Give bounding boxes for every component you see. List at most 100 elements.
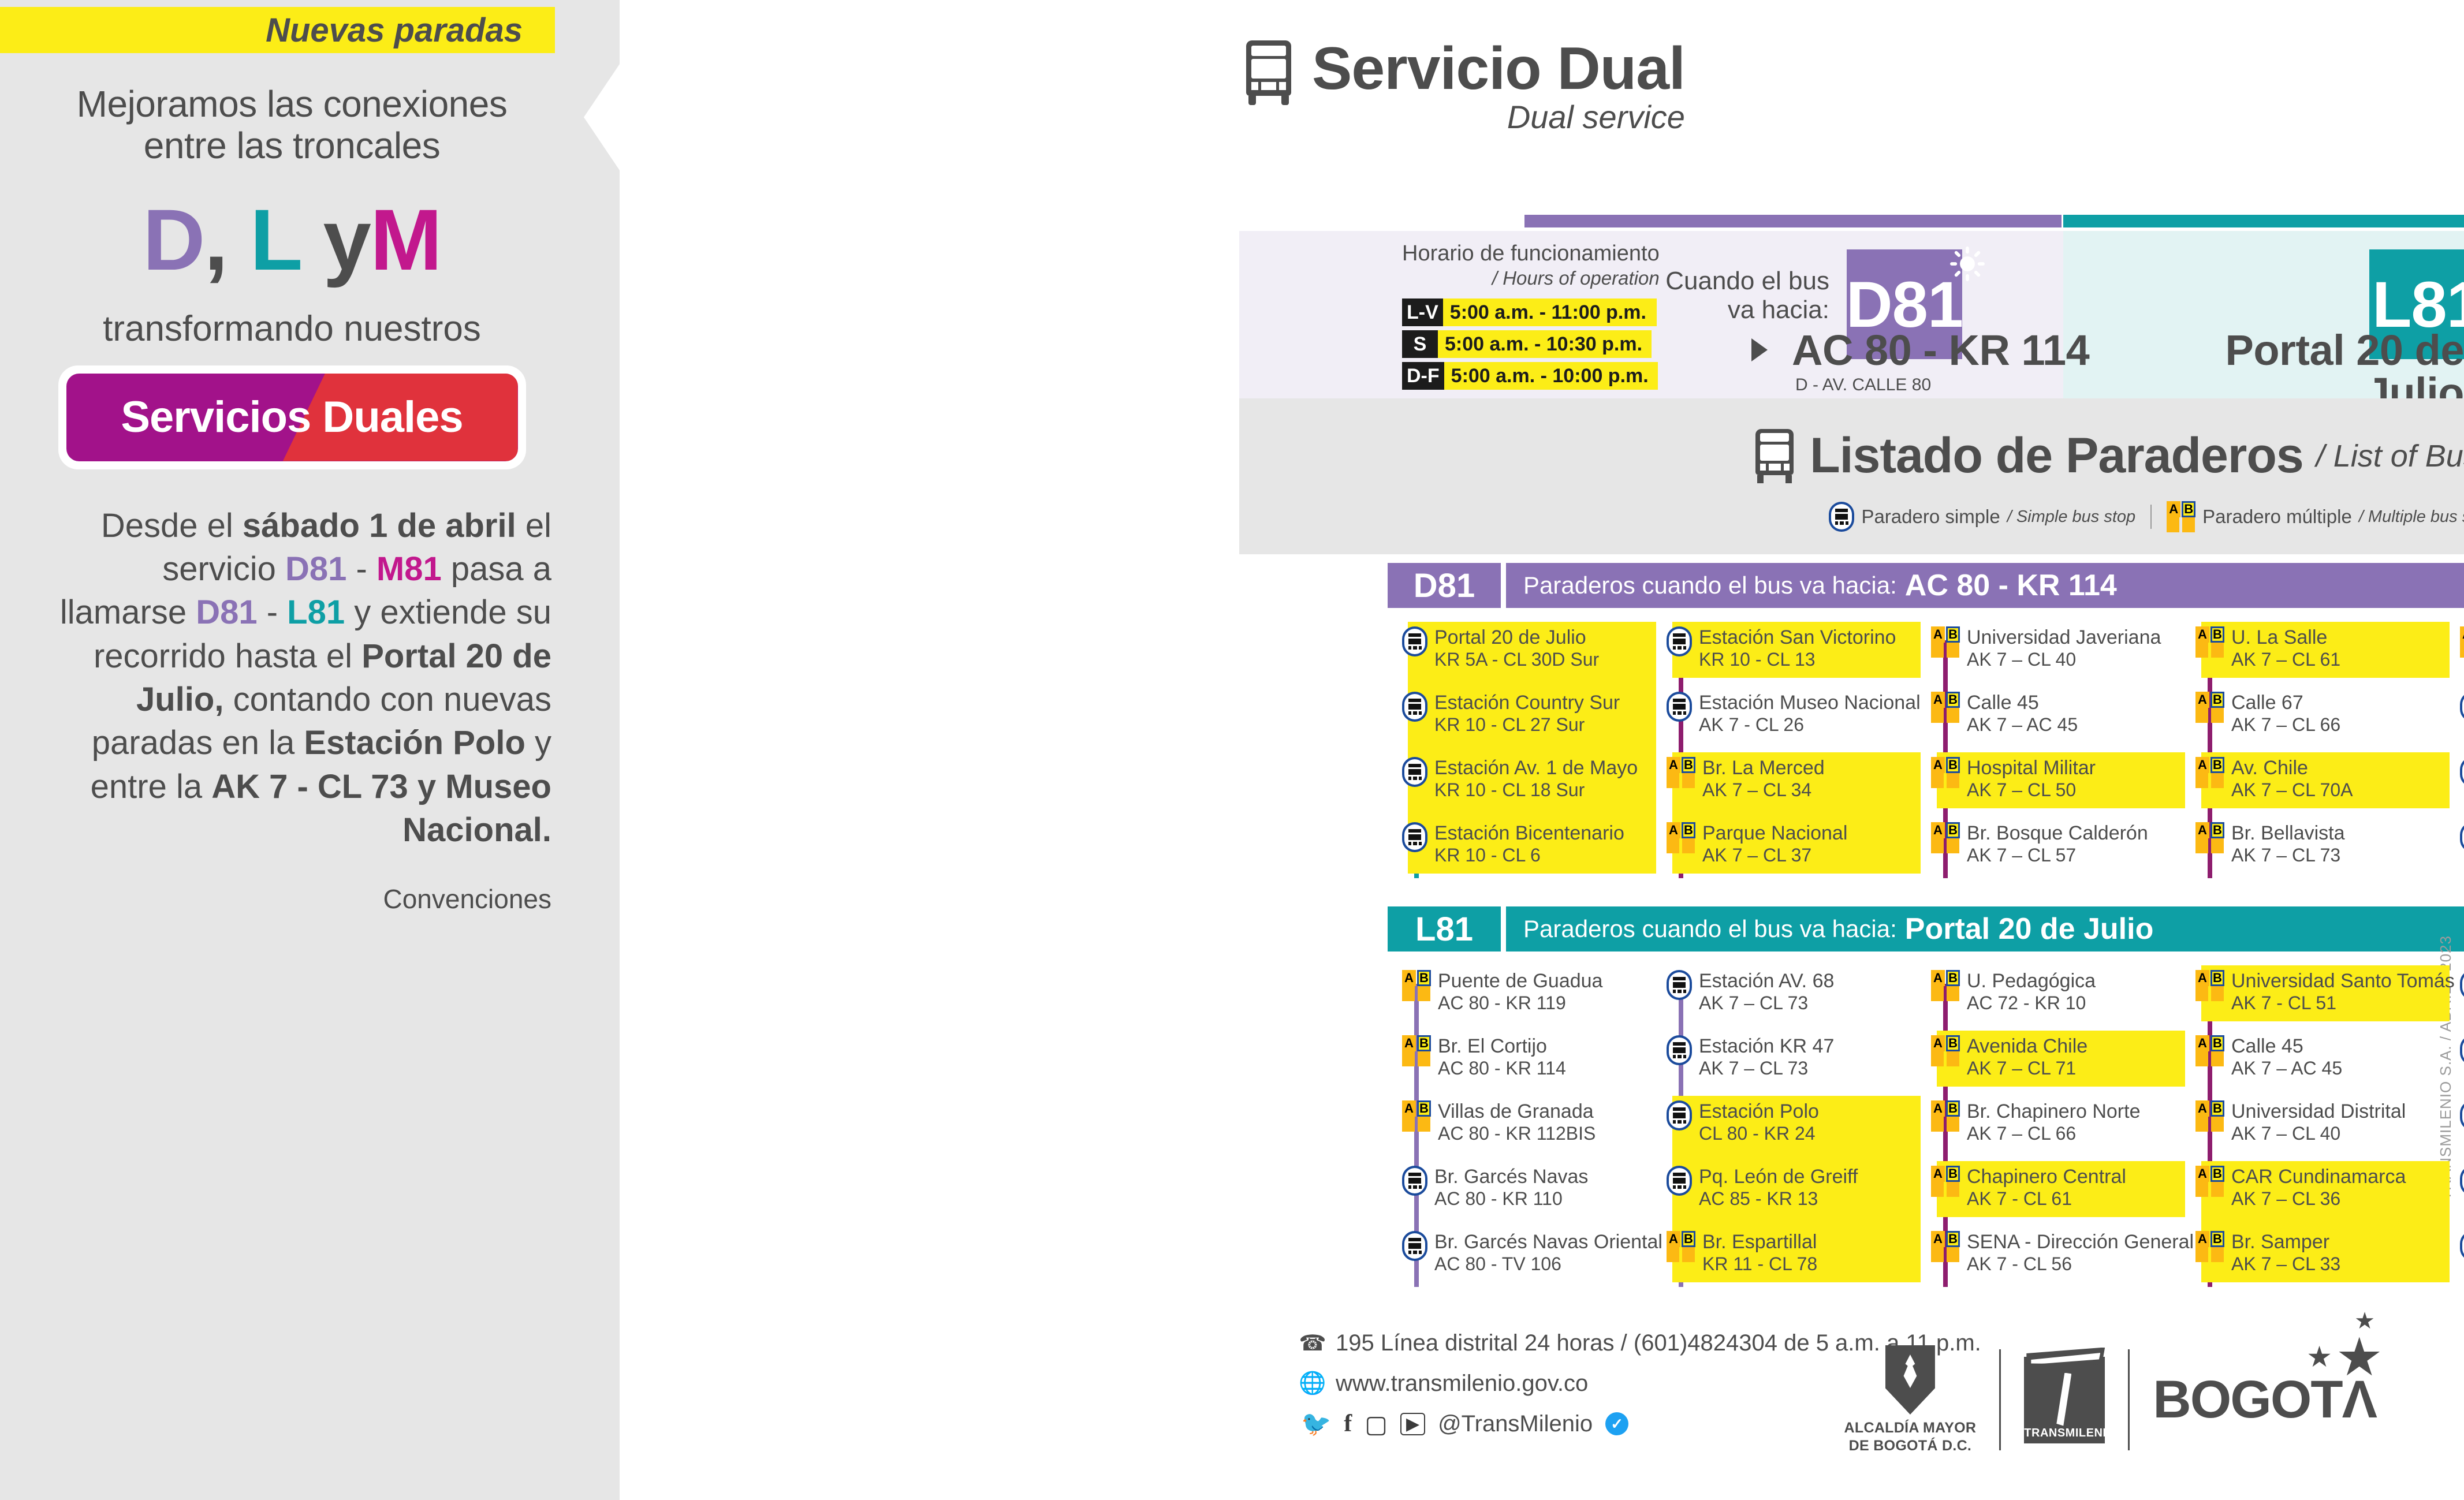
letter-comma: , xyxy=(204,191,228,289)
stop-name: Br. La Merced xyxy=(1702,757,1825,779)
stop-address: AK 7 – CL 73 xyxy=(1699,1058,1809,1079)
stop-address: AK 7 – CL 36 xyxy=(2231,1188,2341,1210)
stop-address: KR 10 - CL 6 xyxy=(1434,845,1541,866)
simple-stop-icon xyxy=(2460,1166,2464,1196)
route-chip-l81: L81 xyxy=(2369,249,2464,359)
legend-multiple-label: Paradero múltiple xyxy=(2202,506,2352,527)
stop-name: Hospital Militar xyxy=(1967,757,2096,779)
multiple-stop-icon: AB xyxy=(2460,626,2464,658)
servicios-duales-badge: Servicios Duales xyxy=(58,365,526,469)
stops-section-bg xyxy=(1239,398,2464,554)
route-line xyxy=(2208,984,2212,1287)
stop-item: A B CAR Cundinamarca AK 7 – CL 36 xyxy=(2195,1166,2460,1231)
simple-stop-icon xyxy=(1667,970,1692,1000)
simple-stop-icon xyxy=(2460,692,2464,722)
stop-name: Br. Garcés Navas xyxy=(1434,1166,1589,1188)
stop-item: Pq. León de Greiff AC 85 - KR 13 xyxy=(1667,1166,1931,1231)
schedule-hours: 5:00 a.m. - 10:30 p.m. xyxy=(1438,330,1652,358)
stop-name: Chapinero Central xyxy=(1967,1166,2126,1188)
footer-phone-row: ☎ 195 Línea distrital 24 horas / (601)48… xyxy=(1299,1328,1981,1358)
route-header-dest-d81: AC 80 - KR 114 xyxy=(1904,569,2117,602)
instagram-icon[interactable]: ▢ xyxy=(1365,1410,1388,1438)
stop-item: A B Universidad Distrital AK 7 – CL 40 xyxy=(2195,1100,2460,1166)
stop-address: KR 11 - CL 78 xyxy=(1702,1253,1818,1275)
schedule-row: S 5:00 a.m. - 10:30 p.m. xyxy=(1402,330,1660,358)
footer-website[interactable]: www.transmilenio.gov.co xyxy=(1336,1370,1589,1396)
stop-address: AK 7 – CL 34 xyxy=(1702,779,1812,801)
stops-grid-d81: Portal 20 de Julio KR 5A - CL 30D Sur Esta… xyxy=(1402,622,2464,887)
letter-m: M xyxy=(370,191,442,289)
stop-name: Calle 45 xyxy=(2231,1035,2303,1057)
page-title-row: Servicio Dual Dual service xyxy=(1246,35,1686,135)
stop-address: AK 7 - CL 61 xyxy=(1967,1188,2072,1210)
stop-item: A B Br. Samper AK 7 – CL 33 xyxy=(2195,1231,2460,1296)
stop-item: A B Universidad Santo Tomás AK 7 - CL 51 xyxy=(2195,970,2460,1035)
bogota-logo: BOGOT Λ ★ ★ ★ xyxy=(2153,1308,2383,1430)
footer-web-row[interactable]: 🌐 www.transmilenio.gov.co xyxy=(1299,1368,1981,1398)
stop-address: AK 7 - CL 26 xyxy=(1699,714,1805,736)
facebook-icon[interactable]: f xyxy=(1344,1411,1352,1437)
stop-address: AC 80 - TV 106 xyxy=(1434,1253,1561,1275)
stop-name: U. Pedagógica xyxy=(1967,970,2096,992)
stop-item: A B Calle 67 AK 7 – CL 66 xyxy=(2195,692,2460,757)
transmilenio-wordmark: TRANSMILENIO xyxy=(2024,1426,2116,1439)
route-header-prefix-d81: Paraderos cuando el bus va hacia: xyxy=(1523,572,1897,599)
stop-address: KR 5A - CL 30D Sur xyxy=(1434,649,1600,670)
bus-icon xyxy=(1755,428,1797,483)
footer-phone: 195 Línea distrital 24 horas / (601)4824… xyxy=(1336,1330,1981,1356)
stop-item: A B Br. Espartillal KR 11 - CL 78 xyxy=(1667,1231,1931,1296)
route-header-d81: D81 Paraderos cuando el bus va hacia: AC… xyxy=(1388,563,2464,608)
stop-name: Universidad Distrital xyxy=(2231,1100,2406,1122)
route-code-l81: L81 xyxy=(2372,268,2464,341)
stop-address: AC 80 - KR 119 xyxy=(1438,992,1566,1014)
stop-item: A B Puente de Guadua AC 80 - KR 119 xyxy=(1402,970,1667,1035)
transmilenio-swoosh-icon xyxy=(2026,1347,2105,1365)
new-stops-label: Nuevas paradas xyxy=(266,11,523,49)
stop-address: AC 72 - KR 10 xyxy=(1967,992,2086,1014)
bogota-a-letter: Λ xyxy=(2342,1370,2377,1430)
youtube-icon[interactable]: ▶ xyxy=(1400,1412,1426,1435)
twitter-icon[interactable]: 🐦 xyxy=(1301,1409,1332,1437)
stop-item: A B Br. Bosque Calderón AK 7 – CL 57 xyxy=(1931,822,2195,887)
stops-column: A B Universidad Santo Tomás AK 7 - CL 51 A B C… xyxy=(2195,965,2460,1296)
stop-address: AK 7 – CL 71 xyxy=(1967,1058,2077,1079)
stop-name: Br. Bosque Calderón xyxy=(1967,822,2148,844)
stop-address: AK 7 – CL 66 xyxy=(2231,714,2341,736)
route-header-code-l81: L81 xyxy=(1388,906,1501,952)
sidebar-description: Desde el sábado 1 de abril el servicio D… xyxy=(59,506,551,849)
globe-icon: 🌐 xyxy=(1299,1371,1326,1395)
transmilenio-mark-icon xyxy=(2056,1372,2072,1426)
alcaldia-line-1: ALCALDÍA MAYOR xyxy=(1844,1420,1977,1436)
stop-name: Estación Polo xyxy=(1699,1100,1819,1122)
route-header-prefix-l81: Paraderos cuando el bus va hacia: xyxy=(1523,915,1897,942)
bogota-wordmark: BOGOT xyxy=(2153,1370,2343,1430)
stop-address: AK 7 – CL 40 xyxy=(1967,649,2077,670)
conventions-label: Convenciones xyxy=(383,883,551,914)
stop-item: A B U. Pedagógica AC 72 - KR 10 xyxy=(1931,970,2195,1035)
new-stop-highlight xyxy=(2201,965,2450,1021)
new-stop-highlight xyxy=(1937,752,2185,808)
stops-column: Portal 20 de Julio KR 5A - CL 30D Sur Esta… xyxy=(1402,622,1667,887)
logo-divider xyxy=(1999,1349,2001,1450)
stop-item: Br. Garcés Navas AC 80 - KR 110 xyxy=(1402,1166,1667,1231)
stop-address: AC 80 - KR 110 xyxy=(1434,1188,1563,1210)
stop-address: AC 85 - KR 13 xyxy=(1699,1188,1818,1210)
stop-address: AC 80 - KR 112BIS xyxy=(1438,1123,1596,1144)
page-title: Servicio Dual xyxy=(1312,35,1686,102)
schedule-hours: 5:00 a.m. - 10:00 p.m. xyxy=(1444,362,1658,390)
new-stops-legend: Nuevas paradas xyxy=(0,7,555,53)
